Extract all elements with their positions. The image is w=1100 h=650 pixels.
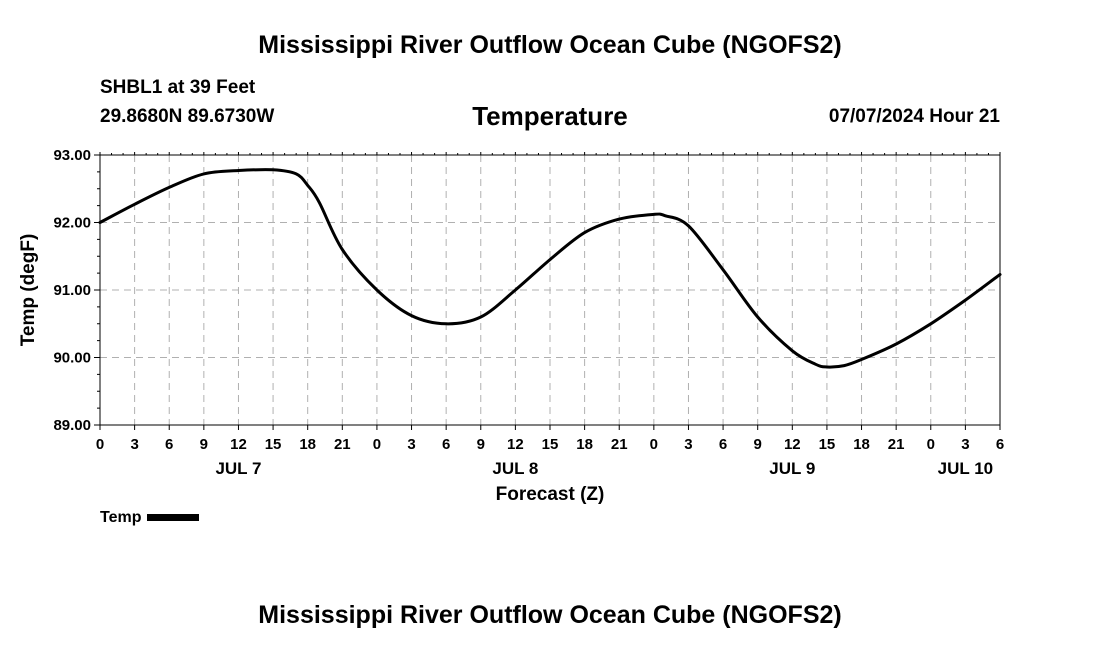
x-tick-label: 3 <box>961 436 969 453</box>
footer-title: Mississippi River Outflow Ocean Cube (NG… <box>258 601 842 629</box>
x-tick-label: 21 <box>334 436 351 453</box>
y-tick-label: 91.00 <box>53 282 91 299</box>
x-tick-label: 9 <box>477 436 485 453</box>
x-tick-label: 3 <box>684 436 692 453</box>
x-day-label: JUL 10 <box>938 459 993 478</box>
x-tick-label: 6 <box>996 436 1004 453</box>
x-tick-label: 18 <box>853 436 870 453</box>
legend: Temp <box>100 509 200 527</box>
x-tick-label: 0 <box>650 436 658 453</box>
y-tick-label: 93.00 <box>53 147 91 164</box>
legend-label-temp: Temp <box>100 509 142 526</box>
y-tick-label: 89.00 <box>53 417 91 434</box>
x-tick-label: 15 <box>819 436 836 453</box>
x-tick-label: 12 <box>230 436 247 453</box>
x-tick-label: 0 <box>373 436 381 453</box>
legend-swatch-temp <box>147 514 200 522</box>
x-tick-label: 12 <box>784 436 801 453</box>
x-tick-label: 3 <box>407 436 415 453</box>
x-day-label: JUL 9 <box>769 459 815 478</box>
series-line-temp <box>98 168 1002 369</box>
x-tick-label: 21 <box>611 436 628 453</box>
x-tick-label: 9 <box>754 436 762 453</box>
x-tick-label: 9 <box>200 436 208 453</box>
x-tick-label: 0 <box>927 436 935 453</box>
y-axis-label: Temp (degF) <box>18 234 39 347</box>
datetime-label: 07/07/2024 Hour 21 <box>828 106 1000 127</box>
x-day-label: JUL 7 <box>215 459 261 478</box>
y-tick-label: 92.00 <box>53 215 91 232</box>
y-tick-label: 90.00 <box>53 350 91 367</box>
x-axis-label: Forecast (Z) <box>496 484 605 505</box>
x-tick-label: 15 <box>265 436 282 453</box>
x-tick-label: 6 <box>719 436 727 453</box>
x-day-label: JUL 8 <box>492 459 538 478</box>
variable-title: Temperature <box>472 101 628 131</box>
x-tick-label: 0 <box>96 436 104 453</box>
x-tick-label: 6 <box>165 436 173 453</box>
grid <box>100 155 1000 425</box>
x-tick-label: 18 <box>299 436 316 453</box>
x-tick-label: 15 <box>542 436 559 453</box>
ticks: 0 3 6 9 12 15 18 21 0 3 6 9 12 15 18 21 0 3 6 9 12 15 18 21 0 3 6 8… <box>53 147 1004 478</box>
x-tick-label: 12 <box>507 436 524 453</box>
station-label: SHBL1 at 39 Feet <box>100 77 256 98</box>
coordinates-label: 29.8680N 89.6730W <box>100 106 275 127</box>
plot-frame <box>99 154 1001 426</box>
x-tick-label: 6 <box>442 436 450 453</box>
chart-title: Mississippi River Outflow Ocean Cube (NG… <box>258 31 842 59</box>
x-tick-label: 21 <box>888 436 905 453</box>
x-tick-label: 3 <box>130 436 138 453</box>
x-tick-label: 18 <box>576 436 593 453</box>
